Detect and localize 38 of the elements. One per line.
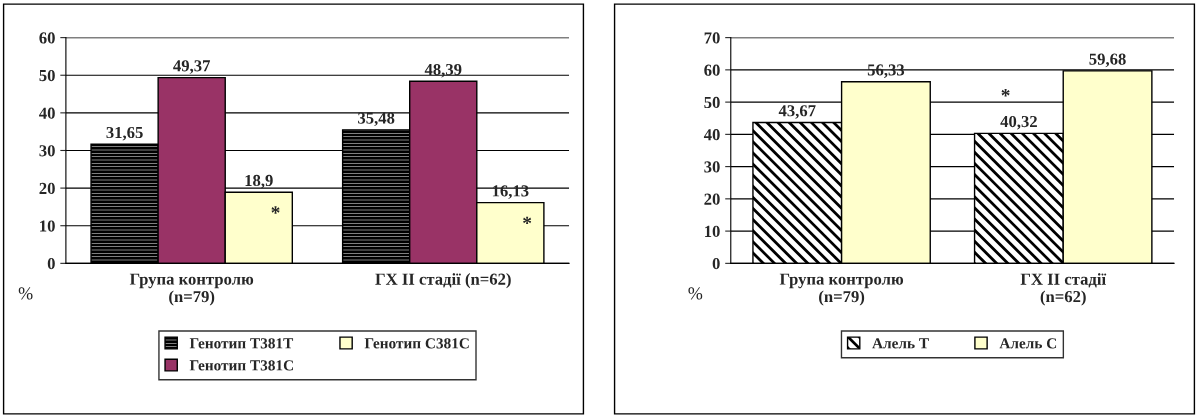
data-label: 18,9 — [245, 174, 273, 189]
y-tick-label: 0 — [47, 258, 55, 270]
x-tick-label: ГХ II стадії (n=62) — [1020, 273, 1107, 306]
y-tick-label: 40 — [39, 107, 55, 119]
legend-label: Генотип С381С — [364, 338, 469, 349]
y-tick-label: 50 — [704, 96, 720, 109]
y-tick-label: 20 — [39, 182, 55, 195]
y-tick-label: 10 — [705, 225, 720, 238]
y-axis-title: % — [688, 287, 703, 300]
x-tick-label: Група контролю (n=79) — [129, 273, 254, 306]
y-tick-label: 60 — [39, 32, 55, 44]
y-tick-label: 60 — [704, 64, 720, 76]
x-tick-label: ГХ II стадії (n=62) — [375, 273, 511, 289]
legend-label: Алель Т — [872, 338, 929, 349]
y-tick-label: 50 — [39, 69, 55, 82]
data-label: 43,67 — [778, 105, 816, 119]
y-tick-label: 30 — [39, 145, 55, 157]
y-tick-label: 30 — [704, 161, 720, 173]
legend-label: Алель С — [999, 338, 1057, 349]
legend-label: Генотип Т381Т — [189, 338, 294, 349]
data-label: 31,65 — [106, 126, 143, 141]
annotation: * — [523, 216, 532, 225]
y-tick-label: 20 — [704, 193, 720, 205]
x-tick-label: Група контролю (n=79) — [779, 273, 904, 306]
data-label: 48,39 — [424, 63, 462, 78]
annotation: * — [1001, 89, 1010, 97]
y-axis-title: % — [18, 287, 33, 300]
data-label: 40,32 — [1000, 115, 1037, 130]
data-label: 49,37 — [173, 60, 211, 74]
y-tick-label: 10 — [40, 220, 55, 232]
data-label: 35,48 — [358, 112, 395, 127]
annotation: * — [271, 206, 280, 214]
data-label: 59,68 — [1089, 53, 1126, 68]
y-tick-label: 0 — [712, 258, 720, 270]
legend-label: Генотип Т381С — [189, 360, 293, 371]
data-label: 16,13 — [492, 185, 529, 199]
y-tick-label: 40 — [703, 129, 720, 141]
y-tick-label: 70 — [704, 32, 720, 44]
